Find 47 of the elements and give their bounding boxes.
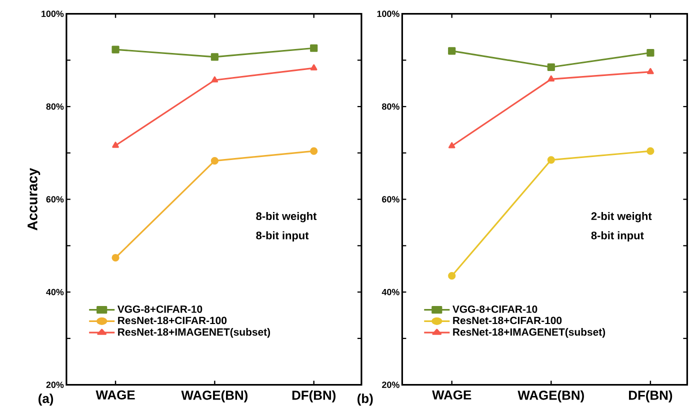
y-tick-label: 100%	[42, 10, 64, 17]
point	[448, 47, 456, 55]
legend-label: ResNet-18+CIFAR-100	[118, 316, 227, 324]
legend-label: VGG-8+CIFAR-10	[452, 305, 538, 313]
x-tick-label: WAGE	[432, 390, 472, 400]
y-tick-label: 80%	[46, 103, 64, 110]
legend-label: VGG-8+CIFAR-10	[117, 305, 202, 313]
annotation: 8-bit input	[256, 231, 309, 242]
point	[210, 53, 218, 61]
point	[112, 46, 120, 54]
point	[210, 157, 218, 165]
point	[646, 48, 654, 57]
x-tick-label: WAGE	[96, 390, 135, 400]
y-tick-label: 60%	[46, 196, 64, 202]
point	[112, 254, 120, 262]
point	[548, 75, 555, 82]
point	[310, 44, 318, 52]
text: (b)	[358, 394, 373, 406]
y-tick-label: 40%	[46, 288, 64, 296]
x-tick-label: DF(BN)	[629, 390, 672, 402]
x-tick-label: WAGE(BN)	[181, 390, 248, 402]
point	[112, 142, 119, 148]
y-tick-label: 100%	[377, 10, 400, 17]
point	[448, 142, 456, 148]
point	[647, 68, 654, 74]
point	[211, 76, 218, 82]
point	[310, 64, 318, 70]
legend-label: ResNet-18+IMAGENET(subset)	[453, 328, 606, 338]
annotation: 8-bit weight	[256, 212, 317, 222]
y-tick-label: 40%	[382, 288, 400, 296]
annotation: 2-bit weight	[591, 212, 652, 222]
y-tick-label: 80%	[382, 103, 400, 110]
legend-label: ResNet-18+CIFAR-100	[453, 316, 562, 324]
y-tick-label: 20%	[46, 382, 64, 388]
y-axis-title: Accuracy	[28, 168, 40, 230]
point	[448, 272, 456, 280]
text: (a)	[38, 394, 54, 406]
x-tick-label: DF(BN)	[292, 390, 336, 402]
x-tick-label: WAGE(BN)	[518, 390, 584, 402]
point	[310, 147, 318, 155]
y-tick-label: 20%	[382, 382, 400, 388]
legend-label: ResNet-18+IMAGENET(subset)	[118, 328, 270, 338]
point	[547, 156, 555, 164]
y-tick-label: 60%	[382, 196, 400, 202]
point	[646, 147, 654, 155]
point	[547, 63, 555, 71]
annotation: 8-bit input	[591, 231, 644, 242]
